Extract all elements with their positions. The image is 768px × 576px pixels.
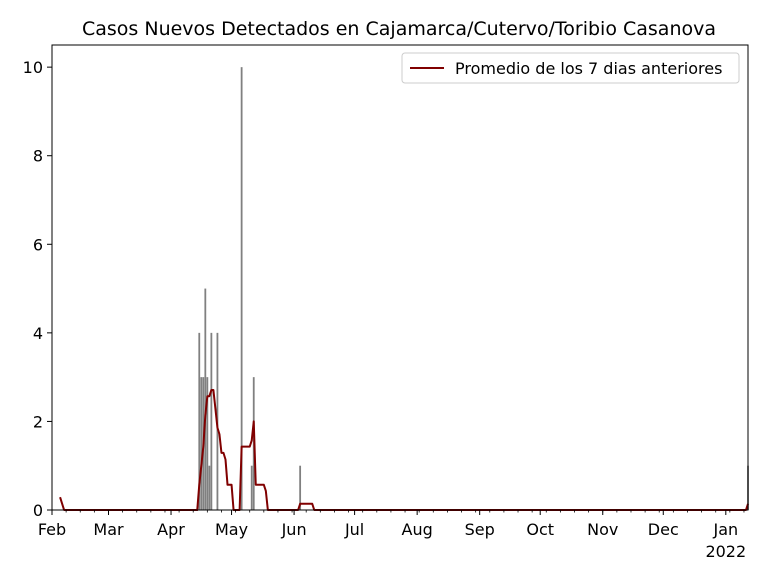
bar xyxy=(200,377,203,510)
x-tick-label: Jun xyxy=(281,520,307,539)
plot-frame xyxy=(51,44,749,511)
bar xyxy=(198,332,201,510)
x-axis: Feb Mar Apr May Jun Jul Aug Sep Oct Nov Dec Jan 2022 xyxy=(38,510,746,561)
x-tick-label: Aug xyxy=(402,520,433,539)
y-tick-label: 6 xyxy=(33,235,43,254)
x-tick-label: Feb xyxy=(38,520,66,539)
y-tick-label: 8 xyxy=(33,147,43,166)
bar xyxy=(206,377,209,510)
legend-box xyxy=(401,52,740,84)
y-tick-label: 4 xyxy=(33,324,43,343)
bar xyxy=(250,465,253,510)
legend-entry-label: Promedio de los 7 dias anteriores xyxy=(455,59,722,78)
bar xyxy=(210,332,213,510)
bar xyxy=(204,288,207,510)
x-tick-label: Dec xyxy=(648,520,679,539)
x-tick-label: Nov xyxy=(587,520,618,539)
chart-title: Casos Nuevos Detectados en Cajamarca/Cut… xyxy=(82,18,716,40)
x-tick-label: Sep xyxy=(465,520,495,539)
y-tick-label: 2 xyxy=(33,412,43,431)
y-tick-label: 10 xyxy=(23,58,43,77)
x-tick-label: Jul xyxy=(344,520,364,539)
x-tick-label: Apr xyxy=(157,520,185,539)
bar xyxy=(208,465,211,510)
bar xyxy=(299,465,302,510)
bar xyxy=(240,67,243,510)
y-tick-label: 0 xyxy=(33,501,43,520)
y-axis: 0 2 4 6 8 10 xyxy=(23,58,52,520)
x-tick-year-label: 2022 xyxy=(705,542,746,561)
x-tick-label: May xyxy=(215,520,248,539)
x-tick-label: Mar xyxy=(93,520,124,539)
x-tick-label: Jan xyxy=(712,520,738,539)
legend: Promedio de los 7 dias anteriores xyxy=(401,52,740,84)
x-tick-label: Oct xyxy=(526,520,554,539)
